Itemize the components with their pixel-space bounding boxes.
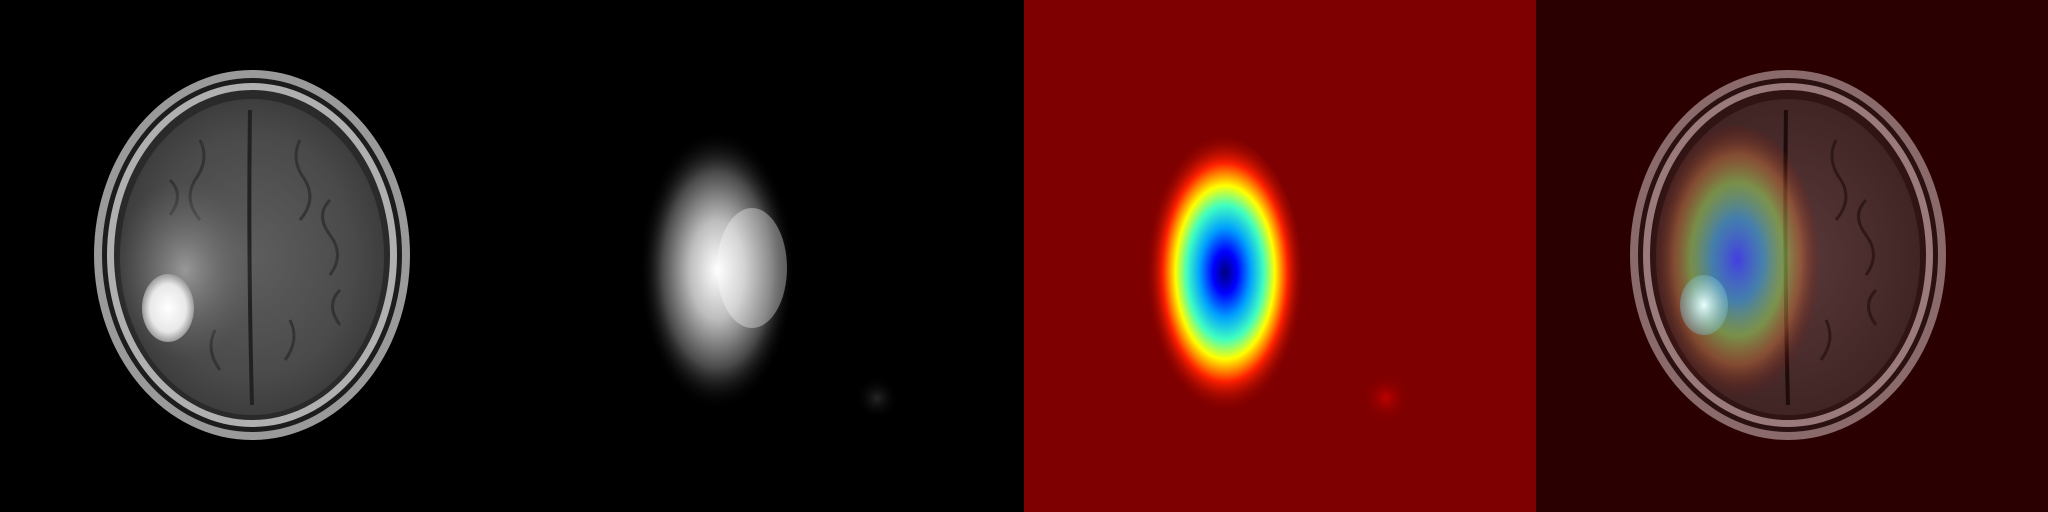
grayscale-heatmap-image [512, 0, 1024, 512]
lesion [142, 274, 194, 342]
overlay-panel [1536, 0, 2048, 512]
grayscale-heatmap-panel [512, 0, 1024, 512]
jet-heatmap-image [1024, 0, 1536, 512]
mri-panel [0, 0, 512, 512]
brain-mri-image [0, 0, 512, 512]
jet-heatmap-panel [1024, 0, 1536, 512]
overlay-image [1536, 0, 2048, 512]
